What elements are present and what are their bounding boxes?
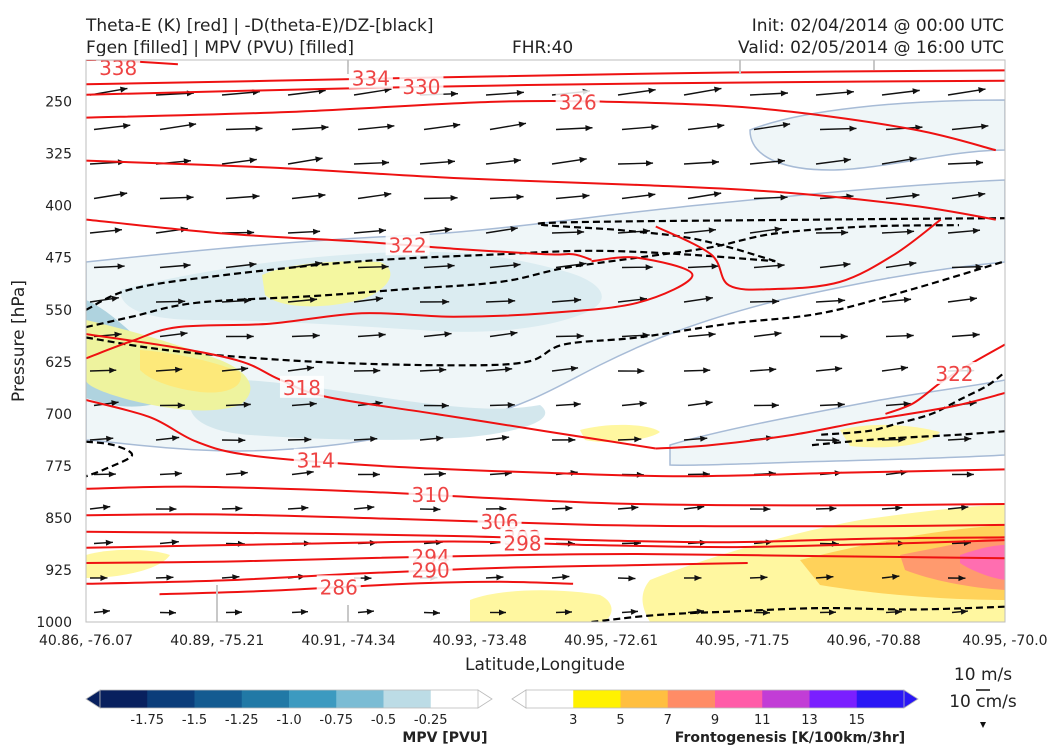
mpv-colorbar-tick-label: -1.0 — [276, 713, 301, 728]
y-axis-label: Pressure [hPa] — [9, 280, 29, 402]
mpv-colorbar-swatch — [100, 690, 148, 708]
fgen-colorbar-swatch — [573, 690, 621, 708]
chart-title-line1: Theta-E (K) [red] | -D(theta-E)/DZ-[blac… — [85, 16, 434, 36]
mpv-colorbar-label: MPV [PVU] — [402, 730, 487, 746]
y-tick-label: 400 — [45, 199, 72, 215]
fgen-colorbar-extend-low — [512, 690, 526, 708]
x-tick-label: 40.93, -73.48 — [433, 633, 527, 649]
mpv-colorbar-tick-label: -1.75 — [130, 713, 164, 728]
mpv-colorbar-tick-label: -0.75 — [319, 713, 353, 728]
x-axis-ticks: 40.86, -76.07 40.89, -75.21 40.91, -74.34 4… — [39, 633, 1048, 649]
fgen-colorbar-tick-label: 7 — [664, 713, 672, 728]
mpv-colorbar-tick-label: -0.25 — [414, 713, 448, 728]
y-tick-label: 250 — [45, 95, 72, 111]
chart-title-line2: Fgen [filled] | MPV (PVU) [filled] — [86, 38, 354, 58]
fgen-colorbar-tick-label: 9 — [711, 713, 719, 728]
theta-e-label: 286 — [320, 575, 358, 599]
theta-e-label: 330 — [402, 75, 440, 99]
theta-e-label: 290 — [412, 559, 450, 583]
fgen-colorbar-swatch — [857, 690, 905, 708]
theta-e-label: 334 — [352, 67, 390, 91]
x-tick-label: 40.95, -71.75 — [695, 633, 789, 649]
theta-e-label: 298 — [503, 531, 541, 555]
fgen-colorbar-swatch — [810, 690, 858, 708]
mpv-colorbar-swatch — [195, 690, 243, 708]
x-tick-label: 40.95, -72.61 — [564, 633, 658, 649]
y-tick-label: 325 — [45, 147, 72, 163]
theta-e-label: 322 — [389, 233, 427, 257]
mpv-colorbar: -1.75 -1.5 -1.25 -1.0 -0.75 -0.5 -0.25 — [86, 690, 492, 728]
x-tick-label: 40.96, -70.88 — [827, 633, 921, 649]
x-tick-label: 40.91, -74.34 — [302, 633, 396, 649]
fgen-colorbar-swatch — [526, 690, 574, 708]
y-tick-label: 550 — [45, 303, 72, 319]
theta-e-label: 322 — [935, 362, 973, 386]
theta-e-label: 326 — [559, 90, 597, 114]
y-tick-label: 775 — [45, 459, 72, 475]
x-tick-label: 40.95, -70.0 — [962, 633, 1047, 649]
x-axis-label: Latitude,Longitude — [465, 655, 625, 675]
mpv-colorbar-swatch — [242, 690, 290, 708]
forecast-hour: FHR:40 — [512, 38, 573, 58]
fgen-colorbar: 3 5 7 9 11 13 15 — [512, 690, 918, 728]
fgen-colorbar-tick-label: 3 — [569, 713, 577, 728]
mpv-colorbar-swatch — [289, 690, 337, 708]
mpv-colorbar-swatch — [431, 690, 479, 708]
mpv-colorbar-swatch — [336, 690, 384, 708]
mpv-colorbar-swatch — [147, 690, 195, 708]
wind-reference-horizontal: 10 m/s — [954, 665, 1012, 685]
mpv-colorbar-swatch — [384, 690, 432, 708]
fgen-colorbar-label: Frontogenesis [K/100km/3hr] — [675, 730, 905, 746]
mpv-colorbar-tick-label: -1.5 — [182, 713, 207, 728]
valid-time: Valid: 02/05/2014 @ 16:00 UTC — [738, 38, 1004, 58]
fgen-colorbar-tick-label: 11 — [754, 713, 771, 728]
x-tick-label: 40.86, -76.07 — [39, 633, 133, 649]
y-tick-label: 1000 — [36, 615, 72, 631]
mpv-colorbar-extend-high — [478, 690, 492, 708]
mpv-colorbar-tick-label: -0.5 — [371, 713, 396, 728]
init-time: Init: 02/04/2014 @ 00:00 UTC — [752, 16, 1004, 36]
wind-reference-vertical: 10 cm/s — [949, 692, 1017, 712]
x-tick-label: 40.89, -75.21 — [170, 633, 264, 649]
fgen-colorbar-tick-label: 13 — [801, 713, 818, 728]
fgen-colorbar-swatch — [668, 690, 716, 708]
y-axis-ticks: 250 325 400 475 550 625 700 775 850 925 1000 — [36, 95, 72, 631]
fgen-region-bottom-center — [470, 590, 612, 622]
fgen-colorbar-tick-label: 15 — [848, 713, 865, 728]
theta-e-label: 318 — [283, 376, 321, 400]
fgen-colorbar-extend-high — [904, 690, 918, 708]
y-tick-label: 850 — [45, 511, 72, 527]
fgen-colorbar-swatch — [621, 690, 669, 708]
fgen-colorbar-swatch — [715, 690, 763, 708]
theta-e-label: 310 — [412, 483, 450, 507]
fgen-colorbar-tick-label: 5 — [616, 713, 624, 728]
wind-reference-vertical-arrow — [980, 722, 986, 728]
mpv-colorbar-tick-label: -1.25 — [225, 713, 259, 728]
y-tick-label: 625 — [45, 355, 72, 371]
y-tick-label: 475 — [45, 251, 72, 267]
mpv-colorbar-extend-low — [86, 690, 100, 708]
theta-e-label: 314 — [297, 449, 335, 473]
y-tick-label: 700 — [45, 407, 72, 423]
y-tick-label: 925 — [45, 563, 72, 579]
plot-area — [86, 60, 1005, 622]
fgen-colorbar-swatch — [762, 690, 810, 708]
